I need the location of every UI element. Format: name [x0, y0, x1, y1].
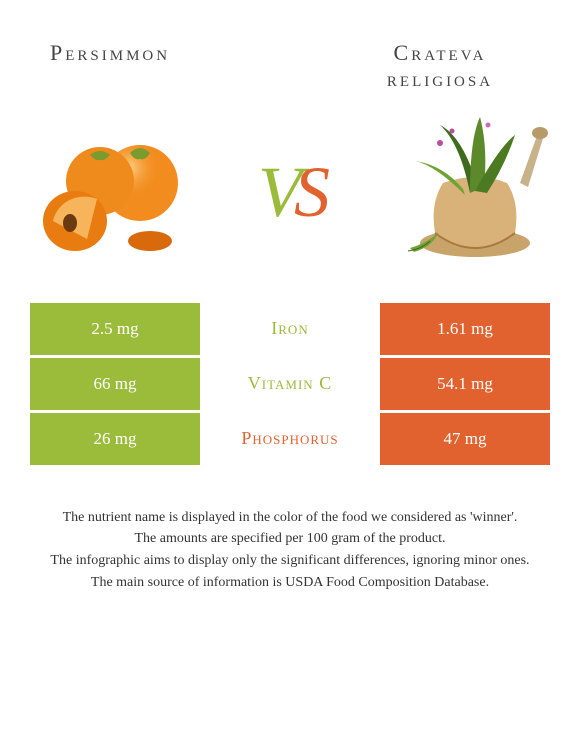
vs-v: V: [258, 152, 294, 232]
right-title: Crateva religiosa: [340, 40, 540, 93]
footer-notes: The nutrient name is displayed in the co…: [0, 468, 580, 592]
footer-line: The amounts are specified per 100 gram o…: [40, 529, 540, 549]
left-value: 26 mg: [30, 413, 200, 465]
vs-s: S: [294, 152, 322, 232]
right-value: 54.1 mg: [380, 358, 550, 410]
nutrient-label: Vitamin C: [200, 358, 380, 410]
footer-line: The main source of information is USDA F…: [40, 573, 540, 593]
persimmon-image: [30, 113, 200, 273]
right-value: 1.61 mg: [380, 303, 550, 355]
crateva-image: [380, 113, 550, 273]
comparison-table: 2.5 mg Iron 1.61 mg 66 mg Vitamin C 54.1…: [0, 303, 580, 465]
vs-label: VS: [258, 151, 322, 234]
images-row: VS: [0, 103, 580, 303]
footer-line: The infographic aims to display only the…: [40, 551, 540, 571]
table-row: 26 mg Phosphorus 47 mg: [30, 413, 550, 465]
table-row: 2.5 mg Iron 1.61 mg: [30, 303, 550, 355]
footer-line: The nutrient name is displayed in the co…: [40, 508, 540, 528]
left-value: 66 mg: [30, 358, 200, 410]
table-row: 66 mg Vitamin C 54.1 mg: [30, 358, 550, 410]
nutrient-label: Phosphorus: [200, 413, 380, 465]
right-value: 47 mg: [380, 413, 550, 465]
nutrient-label: Iron: [200, 303, 380, 355]
left-value: 2.5 mg: [30, 303, 200, 355]
left-title: Persimmon: [40, 40, 240, 66]
